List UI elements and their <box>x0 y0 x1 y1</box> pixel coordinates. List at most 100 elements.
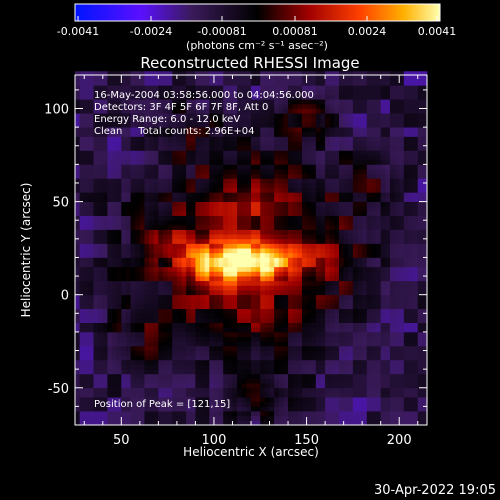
heatmap-cell <box>223 420 229 426</box>
heatmap-cell <box>149 262 155 268</box>
heatmap-cell <box>334 266 340 272</box>
heatmap-cell <box>88 173 94 179</box>
heatmap-cell <box>158 355 164 361</box>
heatmap-cell <box>366 150 372 156</box>
heatmap-cell <box>232 122 238 128</box>
heatmap-cell <box>213 303 219 310</box>
heatmap-cell <box>116 224 122 230</box>
heatmap-cell <box>260 150 266 156</box>
heatmap-cell <box>246 397 252 403</box>
heatmap-cell <box>274 290 280 296</box>
heatmap-cell <box>329 71 335 77</box>
heatmap-cell <box>348 369 354 375</box>
heatmap-cell <box>288 192 294 198</box>
heatmap-cell <box>269 141 275 147</box>
heatmap-cell <box>362 299 368 305</box>
heatmap-cell <box>343 182 349 189</box>
heatmap-cell <box>121 322 127 328</box>
heatmap-cell <box>306 178 312 184</box>
heatmap-cell <box>181 313 187 319</box>
heatmap-cell <box>153 159 159 165</box>
heatmap-cell <box>75 210 81 216</box>
heatmap-cell <box>251 322 257 328</box>
heatmap-cell <box>79 99 85 105</box>
heatmap-cell <box>339 313 345 319</box>
heatmap-cell <box>75 103 81 109</box>
heatmap-cell <box>116 215 122 221</box>
heatmap-cell <box>227 220 233 226</box>
heatmap-cell <box>149 364 155 370</box>
heatmap-cell <box>362 113 368 119</box>
heatmap-cell <box>223 369 229 375</box>
heatmap-cell <box>283 415 289 421</box>
heatmap-cell <box>325 71 331 77</box>
heatmap-cell <box>352 159 358 165</box>
heatmap-cell <box>218 94 224 100</box>
heatmap-cell <box>116 85 122 91</box>
heatmap-cell <box>112 234 118 240</box>
heatmap-cell <box>88 401 94 407</box>
heatmap-cell <box>84 164 90 170</box>
heatmap-cell <box>195 387 201 393</box>
heatmap-cell <box>79 136 85 142</box>
heatmap-cell <box>167 71 173 77</box>
heatmap-cell <box>348 266 354 272</box>
heatmap-cell <box>107 159 113 165</box>
heatmap-cell <box>172 392 178 398</box>
heatmap-cell <box>130 71 136 77</box>
heatmap-cell <box>269 196 275 202</box>
heatmap-cell <box>334 252 340 258</box>
heatmap-cell <box>98 229 104 235</box>
heatmap-cell <box>158 89 164 95</box>
heatmap-cell <box>181 285 187 291</box>
heatmap-cell <box>329 271 335 277</box>
heatmap-cell <box>75 327 81 333</box>
heatmap-cell <box>176 359 182 365</box>
heatmap-cell <box>107 145 113 151</box>
heatmap-cell <box>301 131 307 137</box>
heatmap-cell <box>190 94 196 100</box>
heatmap-cell <box>176 136 182 142</box>
heatmap-cell <box>200 415 206 421</box>
heatmap-cell <box>343 113 349 119</box>
heatmap-cell <box>315 136 321 142</box>
heatmap-cell <box>158 276 164 282</box>
heatmap-cell <box>163 313 169 319</box>
heatmap-cell <box>107 276 113 282</box>
heatmap-cell <box>135 243 141 249</box>
heatmap-cell <box>93 243 99 249</box>
heatmap-cell <box>227 257 233 263</box>
heatmap-cell <box>167 131 173 137</box>
heatmap-cell <box>195 187 201 193</box>
heatmap-cell <box>163 248 169 254</box>
heatmap-cell <box>306 196 312 202</box>
heatmap-cell <box>366 224 372 230</box>
heatmap-cell <box>112 210 118 216</box>
heatmap-cell <box>237 89 243 95</box>
heatmap-cell <box>200 406 206 412</box>
heatmap-cell <box>320 406 326 412</box>
heatmap-cell <box>232 285 238 291</box>
heatmap-cell <box>366 117 372 123</box>
heatmap-cell <box>371 150 377 156</box>
heatmap-cell <box>260 355 266 361</box>
heatmap-cell <box>139 238 145 244</box>
heatmap-cell <box>306 141 312 147</box>
heatmap-cell <box>139 336 145 342</box>
heatmap-cell <box>306 215 312 221</box>
heatmap-cell <box>297 159 303 165</box>
heatmap-cell <box>158 94 164 100</box>
heatmap-cell <box>292 178 298 184</box>
heatmap-cell <box>255 420 261 426</box>
heatmap-cell <box>135 150 141 156</box>
heatmap-cell <box>376 262 382 268</box>
heatmap-cell <box>125 308 131 314</box>
heatmap-cell <box>343 299 349 305</box>
heatmap-cell <box>264 290 270 296</box>
heatmap-cell <box>241 234 247 240</box>
heatmap-cell <box>84 136 90 142</box>
heatmap-cell <box>292 182 298 189</box>
heatmap-cell <box>371 364 377 370</box>
heatmap-cell <box>144 99 150 105</box>
heatmap-cell <box>274 145 280 151</box>
